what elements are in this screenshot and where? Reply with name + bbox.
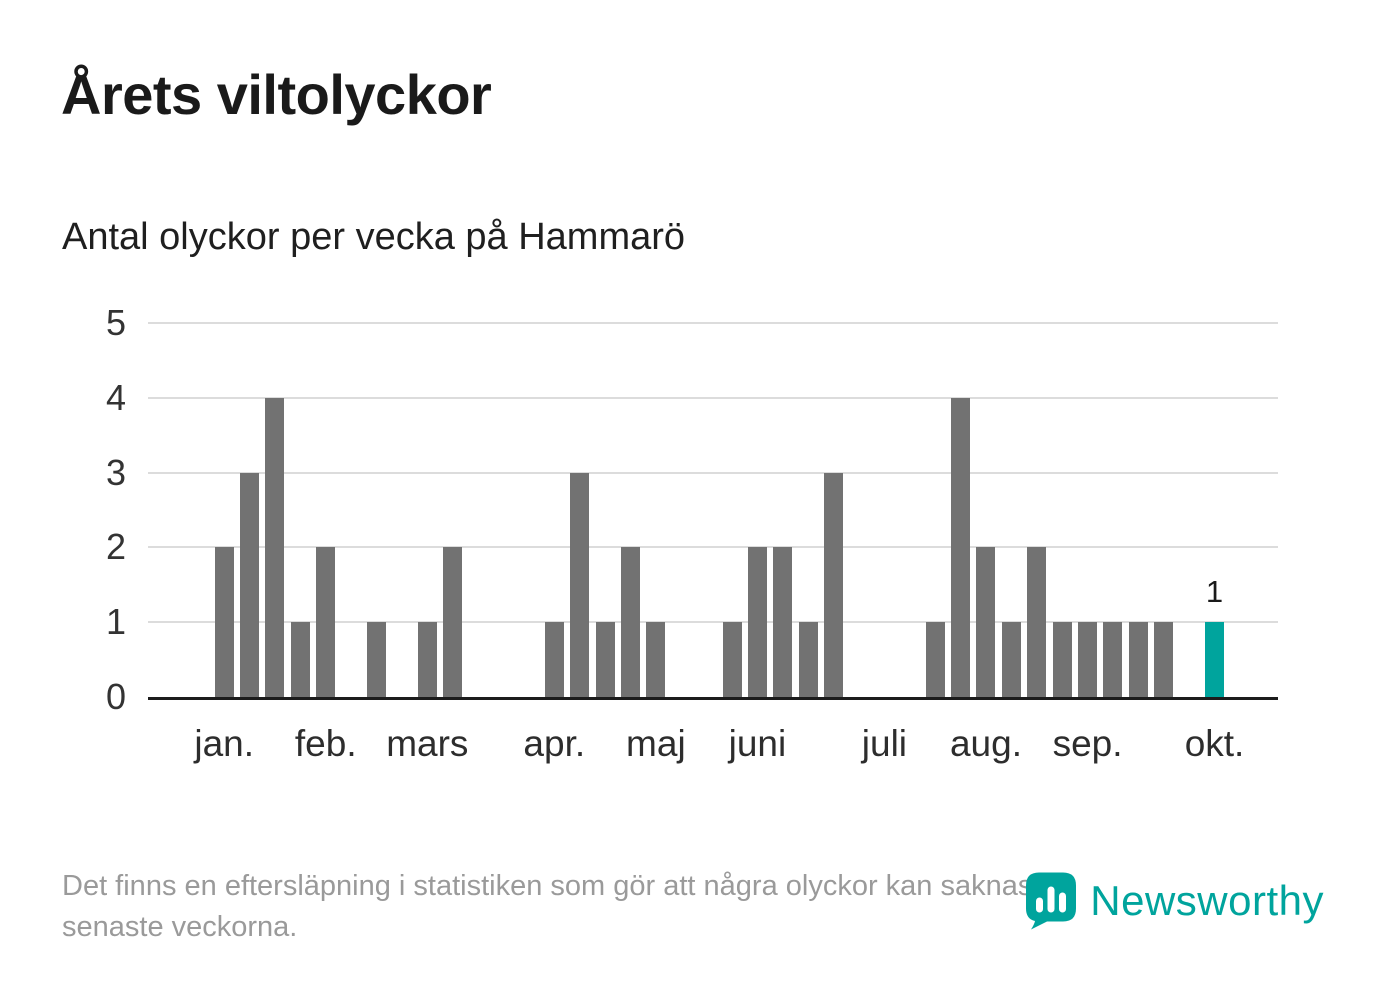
x-tick-label: aug.: [949, 723, 1022, 764]
footnote: Det finns en eftersläpning i statistiken…: [62, 866, 1073, 948]
bar: [1027, 547, 1047, 697]
bar: [1052, 622, 1072, 697]
x-tick-label: apr.: [523, 723, 586, 764]
x-tick-label: jan.: [194, 723, 254, 764]
newsworthy-badge-barchart-icon: [1026, 872, 1077, 930]
gridline: [148, 396, 1278, 399]
page-title: Årets viltolyckor: [61, 63, 492, 126]
x-tick-label: maj: [626, 723, 686, 764]
bar: [240, 472, 260, 697]
bar: [417, 622, 437, 697]
bar: [747, 547, 767, 697]
x-tick-label: juni: [728, 723, 787, 764]
bar: [595, 622, 615, 697]
bar: [367, 622, 387, 697]
bar: [1001, 622, 1021, 697]
gridline: [148, 322, 1278, 324]
y-tick-label: 3: [105, 451, 126, 493]
footnote-line-2: senaste veckorna.: [62, 911, 298, 943]
x-axis: jan. feb. mars apr. maj juni juli aug. sep. okt.: [148, 697, 1278, 773]
bar: [1154, 622, 1174, 697]
x-tick-label: mars: [386, 723, 469, 764]
bar: [1078, 622, 1098, 697]
gridline: [148, 546, 1278, 549]
y-axis: 0 1 2 3 4 5: [0, 302, 126, 717]
bar: [620, 547, 640, 697]
bar: [214, 547, 234, 697]
footnote-line-1: Det finns en eftersläpning i statistiken…: [62, 870, 1073, 902]
bar: [951, 397, 971, 697]
brand-wordmark: Newsworthy: [1090, 877, 1324, 924]
bar: [798, 622, 818, 697]
newsworthy-logo: Newsworthy: [1026, 872, 1324, 930]
bar: [570, 472, 590, 697]
bar: [290, 622, 310, 697]
bar: [1128, 622, 1148, 697]
x-tick-label: sep.: [1052, 723, 1123, 764]
bar: [722, 622, 742, 697]
y-tick-label: 4: [105, 376, 126, 418]
chart-subtitle: Antal olyckor per vecka på Hammarö: [62, 216, 686, 258]
bar-value-label: 1: [1205, 574, 1224, 610]
bar-chart: 0 1 2 3 4 5 1 jan. feb. mars apr. maj juni juli aug.…: [0, 302, 1382, 773]
y-tick-label: 1: [105, 601, 126, 643]
y-tick-label: 2: [105, 526, 126, 568]
bar: [773, 547, 793, 697]
x-tick-label: okt.: [1184, 723, 1245, 764]
bar: [1103, 622, 1123, 697]
bar: [265, 397, 285, 697]
bar: [443, 547, 463, 697]
gridline: [148, 471, 1278, 474]
plot-area: 1: [148, 322, 1278, 700]
bar: [976, 547, 996, 697]
x-tick-label: juli: [861, 723, 908, 764]
x-tick-label: feb.: [294, 723, 357, 764]
bar: [316, 547, 336, 697]
bar: [824, 472, 844, 697]
y-tick-label: 5: [105, 302, 126, 343]
bar: [544, 622, 564, 697]
gridline: [148, 621, 1278, 624]
y-tick-label: 0: [105, 676, 126, 717]
bar-highlighted: [1205, 622, 1225, 697]
bar: [646, 622, 666, 697]
bar: [925, 622, 945, 697]
